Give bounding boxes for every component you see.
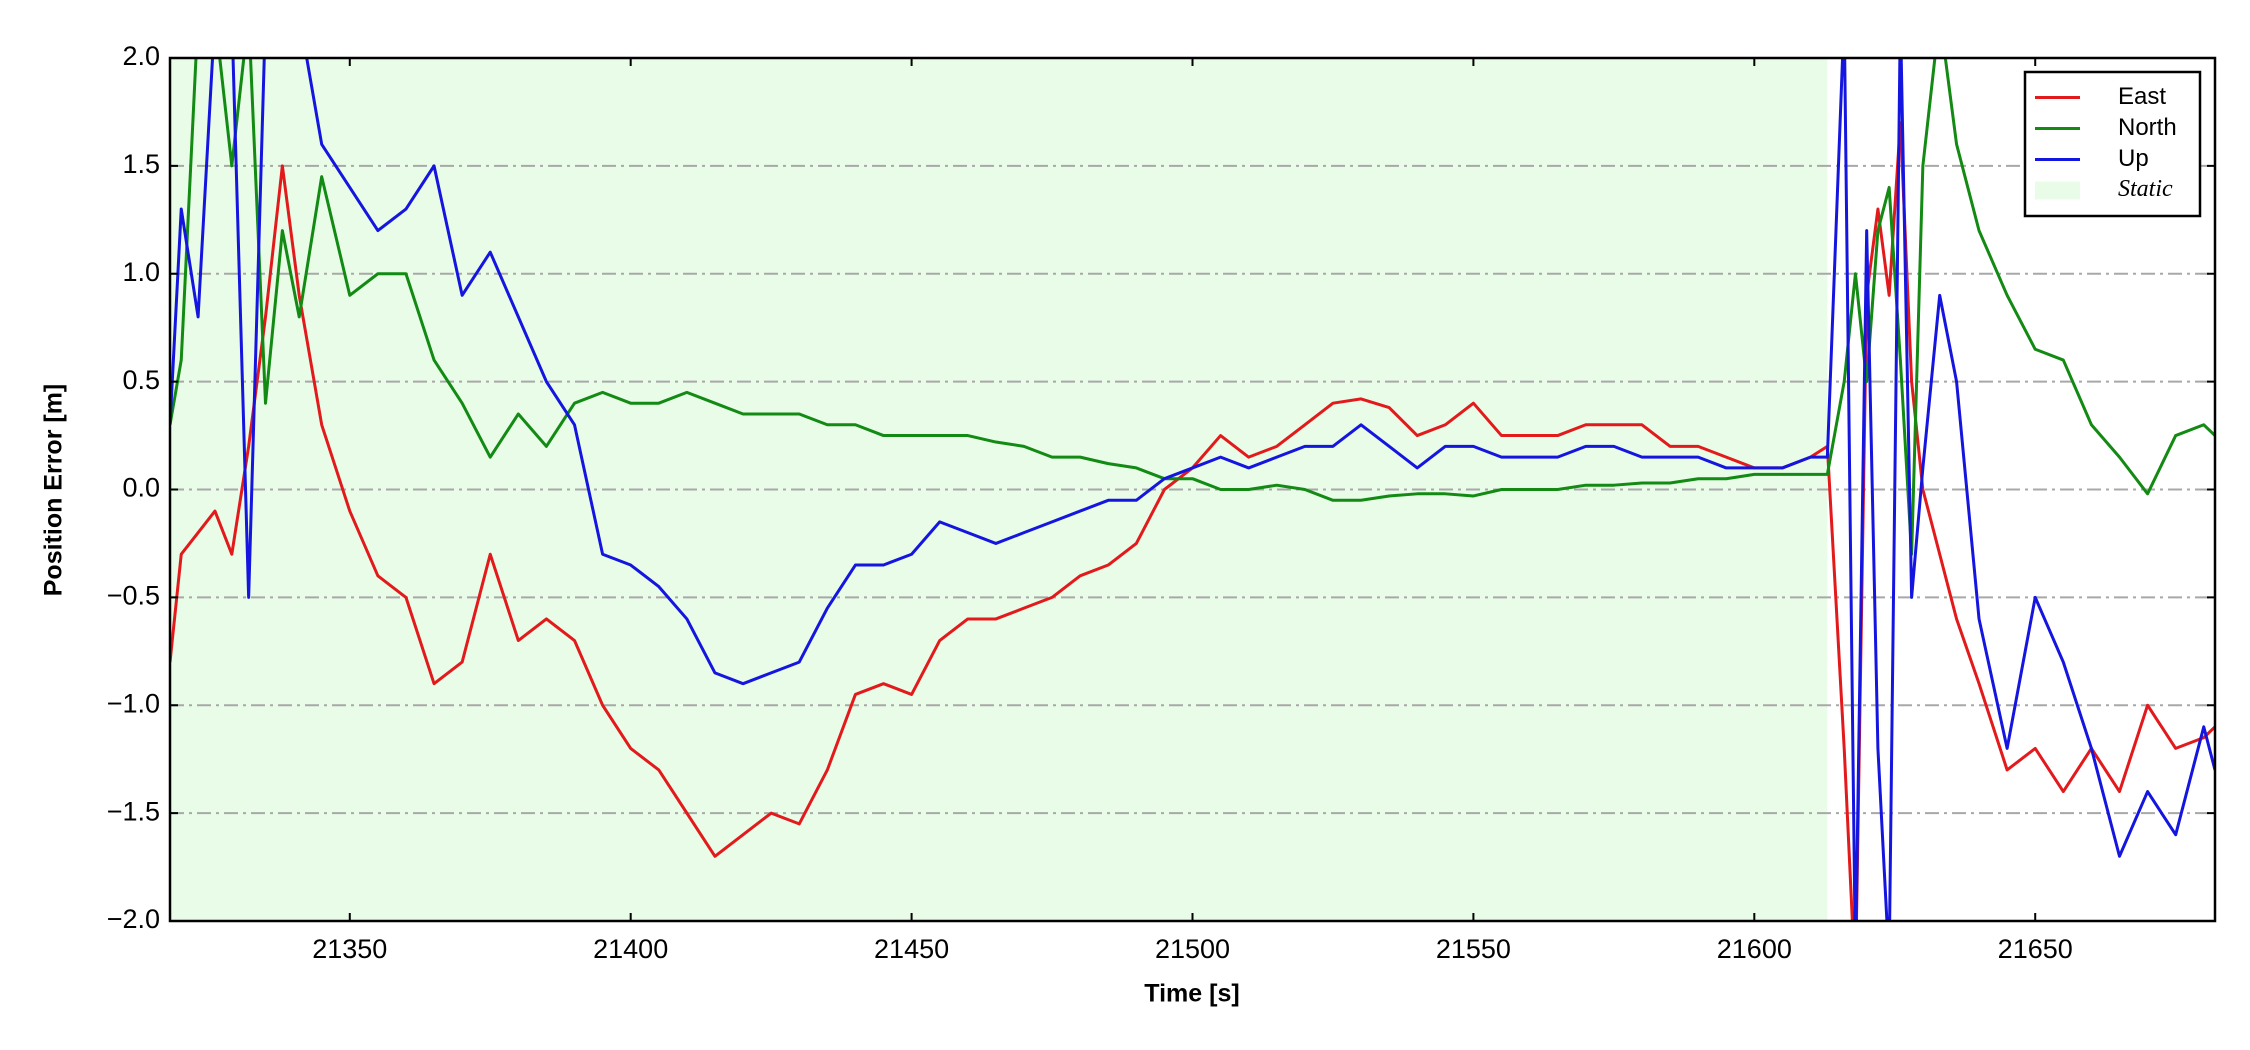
plot-area <box>170 58 2215 921</box>
y-tick-label: 1.5 <box>122 149 160 179</box>
legend-label: East <box>2118 83 2166 110</box>
y-tick-label: −1.0 <box>107 688 160 718</box>
x-tick-label: 21650 <box>1998 934 2073 964</box>
x-tick-label: 21400 <box>593 934 668 964</box>
y-tick-label: −2.0 <box>107 904 160 934</box>
y-tick-label: 2.0 <box>122 41 160 71</box>
legend-swatch <box>2035 181 2080 200</box>
legend-label: Static <box>2118 176 2173 202</box>
legend-label: Up <box>2118 145 2149 172</box>
series-line <box>170 58 2215 921</box>
y-tick-label: 1.0 <box>122 257 160 287</box>
y-axis-label: Position Error [m] <box>40 384 68 597</box>
y-tick-label: 0.5 <box>122 365 160 395</box>
y-tick-label: −1.5 <box>107 796 160 826</box>
x-tick-label: 21450 <box>874 934 949 964</box>
x-tick-label: 21600 <box>1717 934 1792 964</box>
plot-frame <box>168 56 2217 923</box>
x-tick-label: 21500 <box>1155 934 1230 964</box>
series-line <box>170 58 2215 556</box>
y-tick-label: −0.5 <box>107 581 160 611</box>
legend-label: North <box>2118 114 2177 141</box>
x-tick-label: 21350 <box>312 934 387 964</box>
x-axis-label: Time [s] <box>1144 980 1239 1008</box>
x-tick-label: 21550 <box>1436 934 1511 964</box>
y-tick-label: 0.0 <box>122 473 160 503</box>
